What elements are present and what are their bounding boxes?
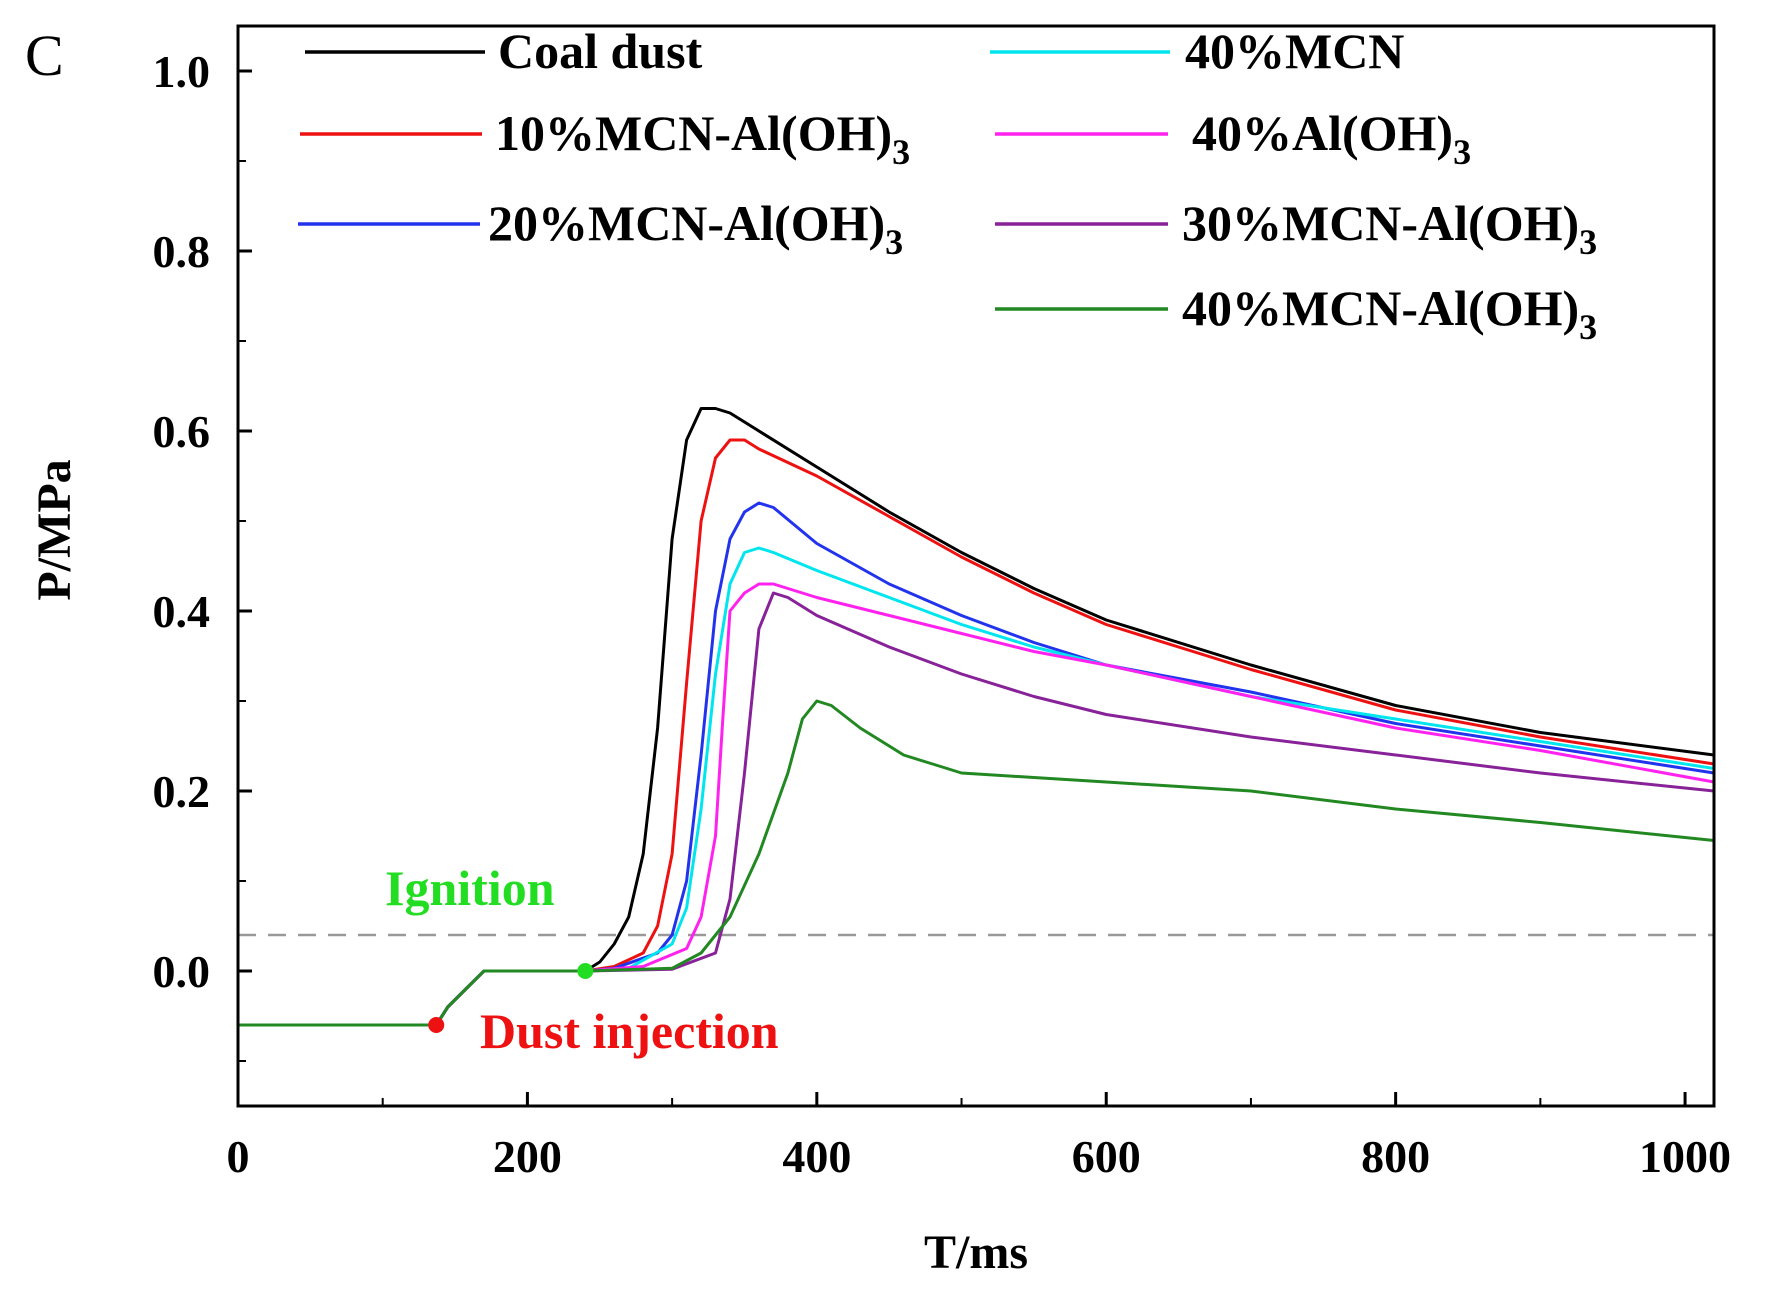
x-tick-label: 400	[782, 1131, 851, 1182]
series-line	[238, 699, 1715, 1027]
legend: Coal dust 10%MCN-Al(OH)3 20%MCN-Al(OH)3 40%…	[298, 23, 1597, 347]
dust-injection-marker	[428, 1017, 445, 1033]
y-tick-label: 0.0	[153, 946, 211, 997]
legend-label: Coal dust	[498, 23, 703, 79]
grid-and-axes: 0 200 400 600 800 1000 0.0 0.2 0.4 0.6 0.8 1.0	[153, 46, 1732, 1182]
y-tick-label: 0.4	[153, 586, 211, 637]
x-tick-label: 600	[1072, 1131, 1141, 1182]
annotation-dust-injection: Dust injection	[480, 1003, 779, 1059]
legend-label: 30%MCN-Al(OH)3	[1182, 195, 1597, 262]
legend-label: 40%MCN-Al(OH)3	[1182, 280, 1597, 347]
x-tick-label: 0	[227, 1131, 250, 1182]
ignition-marker	[577, 963, 594, 979]
y-axis-label: P/MPa	[28, 459, 81, 600]
x-axis-label: T/ms	[924, 1226, 1028, 1279]
y-tick-label: 1.0	[153, 46, 211, 97]
plot-frame	[236, 24, 1716, 1108]
legend-label: 40%Al(OH)3	[1192, 105, 1471, 172]
y-tick-label: 0.2	[153, 766, 211, 817]
panel-label: C	[25, 23, 64, 88]
x-tick-label: 200	[493, 1131, 562, 1182]
series-line	[238, 591, 1715, 1027]
legend-label: 10%MCN-Al(OH)3	[495, 105, 910, 172]
y-tick-label: 0.6	[153, 406, 211, 457]
y-tick-label: 0.8	[153, 226, 211, 277]
series-line	[238, 407, 1715, 1027]
x-tick-label: 800	[1361, 1131, 1430, 1182]
legend-label: 20%MCN-Al(OH)3	[488, 195, 903, 262]
x-tick-label: 1000	[1639, 1131, 1731, 1182]
series-line	[238, 582, 1715, 1027]
series-line	[238, 501, 1715, 1027]
annotation-ignition: Ignition	[385, 860, 555, 916]
series-line	[238, 438, 1715, 1027]
legend-label: 40%MCN	[1185, 23, 1404, 79]
series-layer	[238, 407, 1715, 1027]
annotation-layer: Ignition Dust injection	[385, 860, 779, 1059]
